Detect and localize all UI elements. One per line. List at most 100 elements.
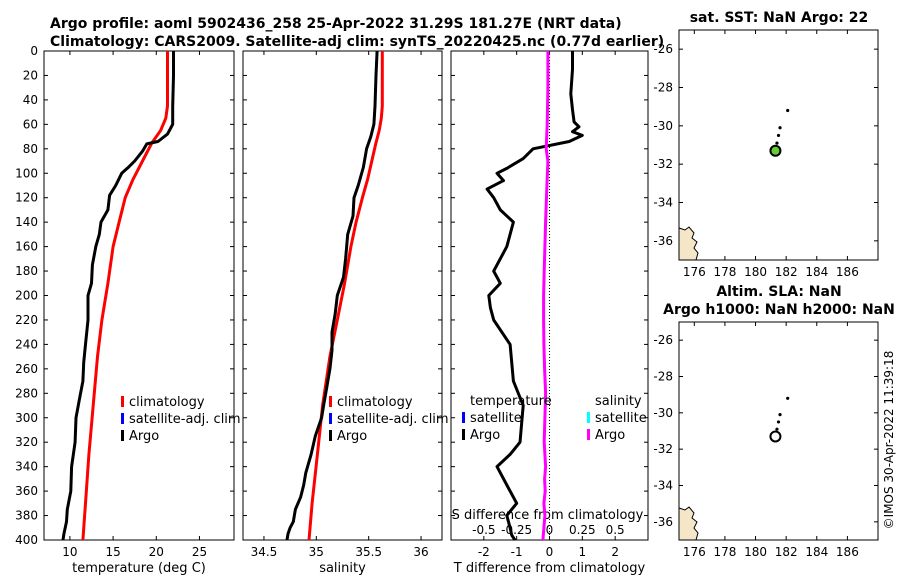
x-tick-label: 35 bbox=[309, 545, 324, 559]
map2-title-line2: Argo h1000: NaN h2000: NaN bbox=[663, 302, 895, 318]
x-tick-label: 180 bbox=[744, 265, 767, 279]
map2-title-line1: Altim. SLA: NaN bbox=[716, 284, 841, 300]
map-frame bbox=[678, 29, 879, 261]
x-axis-label: salinity bbox=[319, 561, 366, 576]
y-tick-label: -26 bbox=[653, 333, 673, 347]
track-point bbox=[786, 108, 790, 113]
map-sst-panel: 176 178 180 182 184 186 -26 -28 -30 -32 -34 -36 bbox=[653, 29, 879, 279]
y-tick-label: -28 bbox=[653, 370, 673, 384]
x-axis-label: T difference from climatology bbox=[453, 561, 646, 576]
series-line-climatology bbox=[307, 51, 384, 541]
y-tick-label: 80 bbox=[23, 142, 38, 156]
y-tick-label: 160 bbox=[15, 240, 38, 254]
legend-heading-temperature: temperature bbox=[470, 394, 552, 409]
legend-label-clim: climatology bbox=[129, 395, 205, 410]
y-tick-label: -30 bbox=[653, 119, 673, 133]
y-tick-label: 320 bbox=[15, 435, 38, 449]
x-tick-label: 2 bbox=[611, 545, 619, 559]
track-point bbox=[775, 141, 779, 145]
figure-title-line2: Climatology: CARS2009. Satellite-adj cli… bbox=[50, 34, 664, 50]
x-tick-label: 176 bbox=[683, 545, 706, 559]
legend-swatch-sat bbox=[329, 413, 332, 424]
series-line-salinity-argo bbox=[541, 51, 550, 541]
x-tick-label: -1 bbox=[511, 545, 523, 559]
y-tick-label: 180 bbox=[15, 264, 38, 278]
x-tick-label: 186 bbox=[836, 545, 859, 559]
legend-swatch-sat bbox=[121, 413, 124, 424]
legend-label-argo: Argo bbox=[337, 429, 367, 444]
legend-swatch-s-sat bbox=[587, 412, 590, 423]
legend-differences: temperature satellite Argo salinity sate… bbox=[462, 394, 647, 443]
legend-label-s-sat: satellite bbox=[595, 411, 647, 426]
legend-label-sat: satellite-adj. clim bbox=[129, 412, 241, 427]
s-tick-label: -0.5 bbox=[472, 523, 495, 537]
map1-title: sat. SST: NaN Argo: 22 bbox=[690, 10, 869, 26]
legend-swatch-t-argo bbox=[462, 429, 465, 440]
y-tick-label: 400 bbox=[15, 533, 38, 547]
legend-label-clim: climatology bbox=[337, 395, 413, 410]
track-point bbox=[778, 413, 782, 417]
y-tick-label: 360 bbox=[15, 484, 38, 498]
legend-swatch-s-argo bbox=[587, 429, 590, 440]
series-line-argo bbox=[285, 50, 379, 541]
y-tick-label: 300 bbox=[15, 411, 38, 425]
legend-swatch-argo bbox=[121, 430, 124, 441]
y-tick-label: 0 bbox=[30, 44, 38, 58]
y-tick-label: -32 bbox=[653, 157, 673, 171]
x-tick-label: 180 bbox=[744, 545, 767, 559]
x-tick-label: 184 bbox=[805, 545, 828, 559]
series-line-argo bbox=[61, 51, 175, 541]
y-tick-label: -34 bbox=[653, 479, 673, 493]
map-sla-panel: 176 178 180 182 184 186 -26 -28 -30 -32 -34 -36 bbox=[653, 321, 879, 559]
x-tick-label: 184 bbox=[805, 265, 828, 279]
difference-panel: -2 -1 0 1 2 T difference from climatology S di… bbox=[450, 50, 649, 576]
y-tick-label: 120 bbox=[15, 191, 38, 205]
y-tick-label: 60 bbox=[23, 117, 38, 131]
y-tick-label: -36 bbox=[653, 515, 673, 529]
track-point bbox=[776, 420, 781, 424]
y-tick-label: -36 bbox=[653, 234, 673, 248]
y-tick-label: 40 bbox=[23, 93, 38, 107]
x-axis-label: temperature (deg C) bbox=[72, 561, 206, 576]
top-axis-label: S difference from climatology bbox=[452, 508, 644, 523]
track-point bbox=[776, 133, 781, 138]
legend-swatch-argo bbox=[329, 430, 332, 441]
y-tick-label: -26 bbox=[653, 42, 673, 56]
y-tick-label: 260 bbox=[15, 362, 38, 376]
legend-swatch-clim bbox=[329, 396, 332, 407]
s-tick-label: 0.25 bbox=[569, 523, 596, 537]
y-tick-label: 340 bbox=[15, 460, 38, 474]
x-tick-label: 20 bbox=[149, 545, 164, 559]
temperature-panel: 0 20 40 60 80 100 120 140 160 180 200 220 240 260 280 3… bbox=[15, 44, 235, 576]
x-tick-label: 182 bbox=[775, 545, 798, 559]
x-tick-label: -2 bbox=[478, 545, 490, 559]
x-tick-label: 186 bbox=[836, 265, 859, 279]
y-tick-label: 240 bbox=[15, 337, 38, 351]
y-tick-label: 280 bbox=[15, 386, 38, 400]
legend-label-argo: Argo bbox=[129, 429, 159, 444]
y-tick-label: 200 bbox=[15, 289, 38, 303]
track-point bbox=[775, 427, 779, 431]
plot-layer: 0204060801001201401601802002202402602803… bbox=[15, 29, 879, 576]
x-tick-label: 10 bbox=[62, 545, 77, 559]
x-tick-label: 34.5 bbox=[251, 545, 278, 559]
y-tick-label: 140 bbox=[15, 215, 38, 229]
credit-stamp: ©IMOS 30-Apr-2022 11:39:18 bbox=[882, 351, 896, 530]
legend-label-sat: satellite-adj. clim bbox=[337, 412, 449, 427]
y-tick-label: 20 bbox=[23, 68, 38, 82]
x-tick-label: 25 bbox=[192, 545, 207, 559]
x-tick-label: 182 bbox=[775, 265, 798, 279]
track-point bbox=[786, 396, 790, 400]
s-tick-label: 0 bbox=[546, 523, 554, 537]
coastline-shape bbox=[678, 226, 699, 261]
track-point bbox=[778, 126, 782, 130]
legend-salinity: climatology satellite-adj. clim Argo bbox=[329, 395, 449, 444]
legend-swatch-t-sat bbox=[462, 412, 465, 423]
coastline-shape bbox=[678, 506, 699, 541]
y-tick-label: -32 bbox=[653, 442, 673, 456]
legend-label-t-argo: Argo bbox=[470, 428, 500, 443]
profile-marker bbox=[769, 144, 782, 157]
legend-heading-salinity: salinity bbox=[595, 394, 642, 409]
x-tick-label: 178 bbox=[713, 545, 736, 559]
